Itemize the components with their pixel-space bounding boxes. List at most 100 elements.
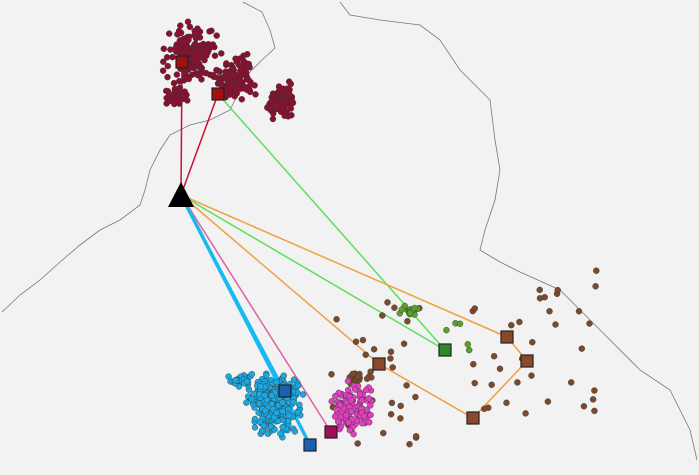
point [592, 283, 599, 290]
point [346, 427, 354, 434]
point [248, 395, 255, 403]
hub [372, 357, 386, 371]
point [246, 63, 253, 71]
point [171, 100, 178, 108]
point [261, 392, 268, 399]
point [185, 75, 193, 83]
point [290, 376, 298, 383]
point [219, 74, 227, 81]
point [404, 318, 411, 325]
hub [466, 411, 480, 425]
point [358, 397, 365, 404]
point [164, 62, 172, 70]
point [163, 54, 171, 61]
point [272, 96, 280, 103]
point [286, 90, 293, 98]
point [277, 430, 284, 437]
point [568, 379, 575, 386]
point [359, 336, 367, 344]
point [589, 396, 597, 403]
point [397, 402, 404, 410]
point [198, 42, 206, 49]
point [177, 22, 184, 29]
point [246, 88, 254, 96]
point [290, 399, 297, 406]
link [180, 194, 332, 433]
point [299, 391, 307, 398]
point [342, 411, 350, 419]
point [411, 304, 418, 312]
point [328, 371, 335, 378]
point [167, 46, 174, 53]
point [529, 339, 536, 346]
point [398, 306, 406, 313]
point [388, 399, 396, 407]
point [403, 382, 410, 389]
hub [520, 354, 534, 368]
point [536, 295, 544, 302]
point [354, 440, 361, 447]
point [294, 409, 302, 416]
point [268, 400, 275, 408]
point [412, 433, 420, 440]
point [280, 372, 287, 379]
point [488, 381, 495, 388]
point [470, 361, 477, 368]
point [236, 55, 243, 62]
point [508, 322, 515, 329]
hub [278, 384, 292, 398]
link [180, 194, 380, 365]
hub [500, 330, 514, 344]
point [580, 403, 588, 410]
point [173, 71, 181, 78]
point [159, 67, 167, 74]
point [225, 373, 232, 380]
point [546, 308, 553, 315]
point [283, 100, 291, 108]
point [257, 383, 264, 390]
point [578, 345, 585, 352]
point [456, 320, 464, 327]
point [443, 326, 450, 334]
point [591, 407, 598, 415]
point [191, 52, 198, 60]
point [218, 50, 225, 57]
point [279, 423, 286, 431]
point [335, 418, 342, 425]
point [251, 415, 259, 423]
point [194, 47, 201, 55]
point [593, 267, 600, 274]
point [363, 375, 371, 382]
point [173, 44, 181, 52]
point [344, 377, 352, 385]
point [365, 395, 372, 402]
hub [175, 55, 189, 69]
point [270, 110, 277, 117]
link [180, 194, 508, 338]
hub [303, 438, 317, 452]
point [296, 401, 303, 408]
point [389, 364, 396, 371]
point [586, 320, 593, 327]
point [536, 286, 543, 294]
point [238, 96, 246, 103]
point [471, 379, 478, 387]
point [169, 53, 176, 61]
point [163, 100, 170, 107]
point [291, 428, 299, 435]
point [387, 355, 394, 362]
origin [168, 182, 194, 207]
point [406, 441, 413, 448]
point [347, 397, 355, 404]
point [366, 419, 373, 426]
point [160, 45, 168, 52]
point [201, 56, 208, 64]
point [269, 115, 277, 123]
point [211, 52, 219, 59]
point [514, 379, 521, 386]
point [331, 413, 339, 420]
point [216, 68, 223, 75]
point [397, 415, 404, 422]
point [490, 353, 498, 360]
point [229, 65, 236, 73]
